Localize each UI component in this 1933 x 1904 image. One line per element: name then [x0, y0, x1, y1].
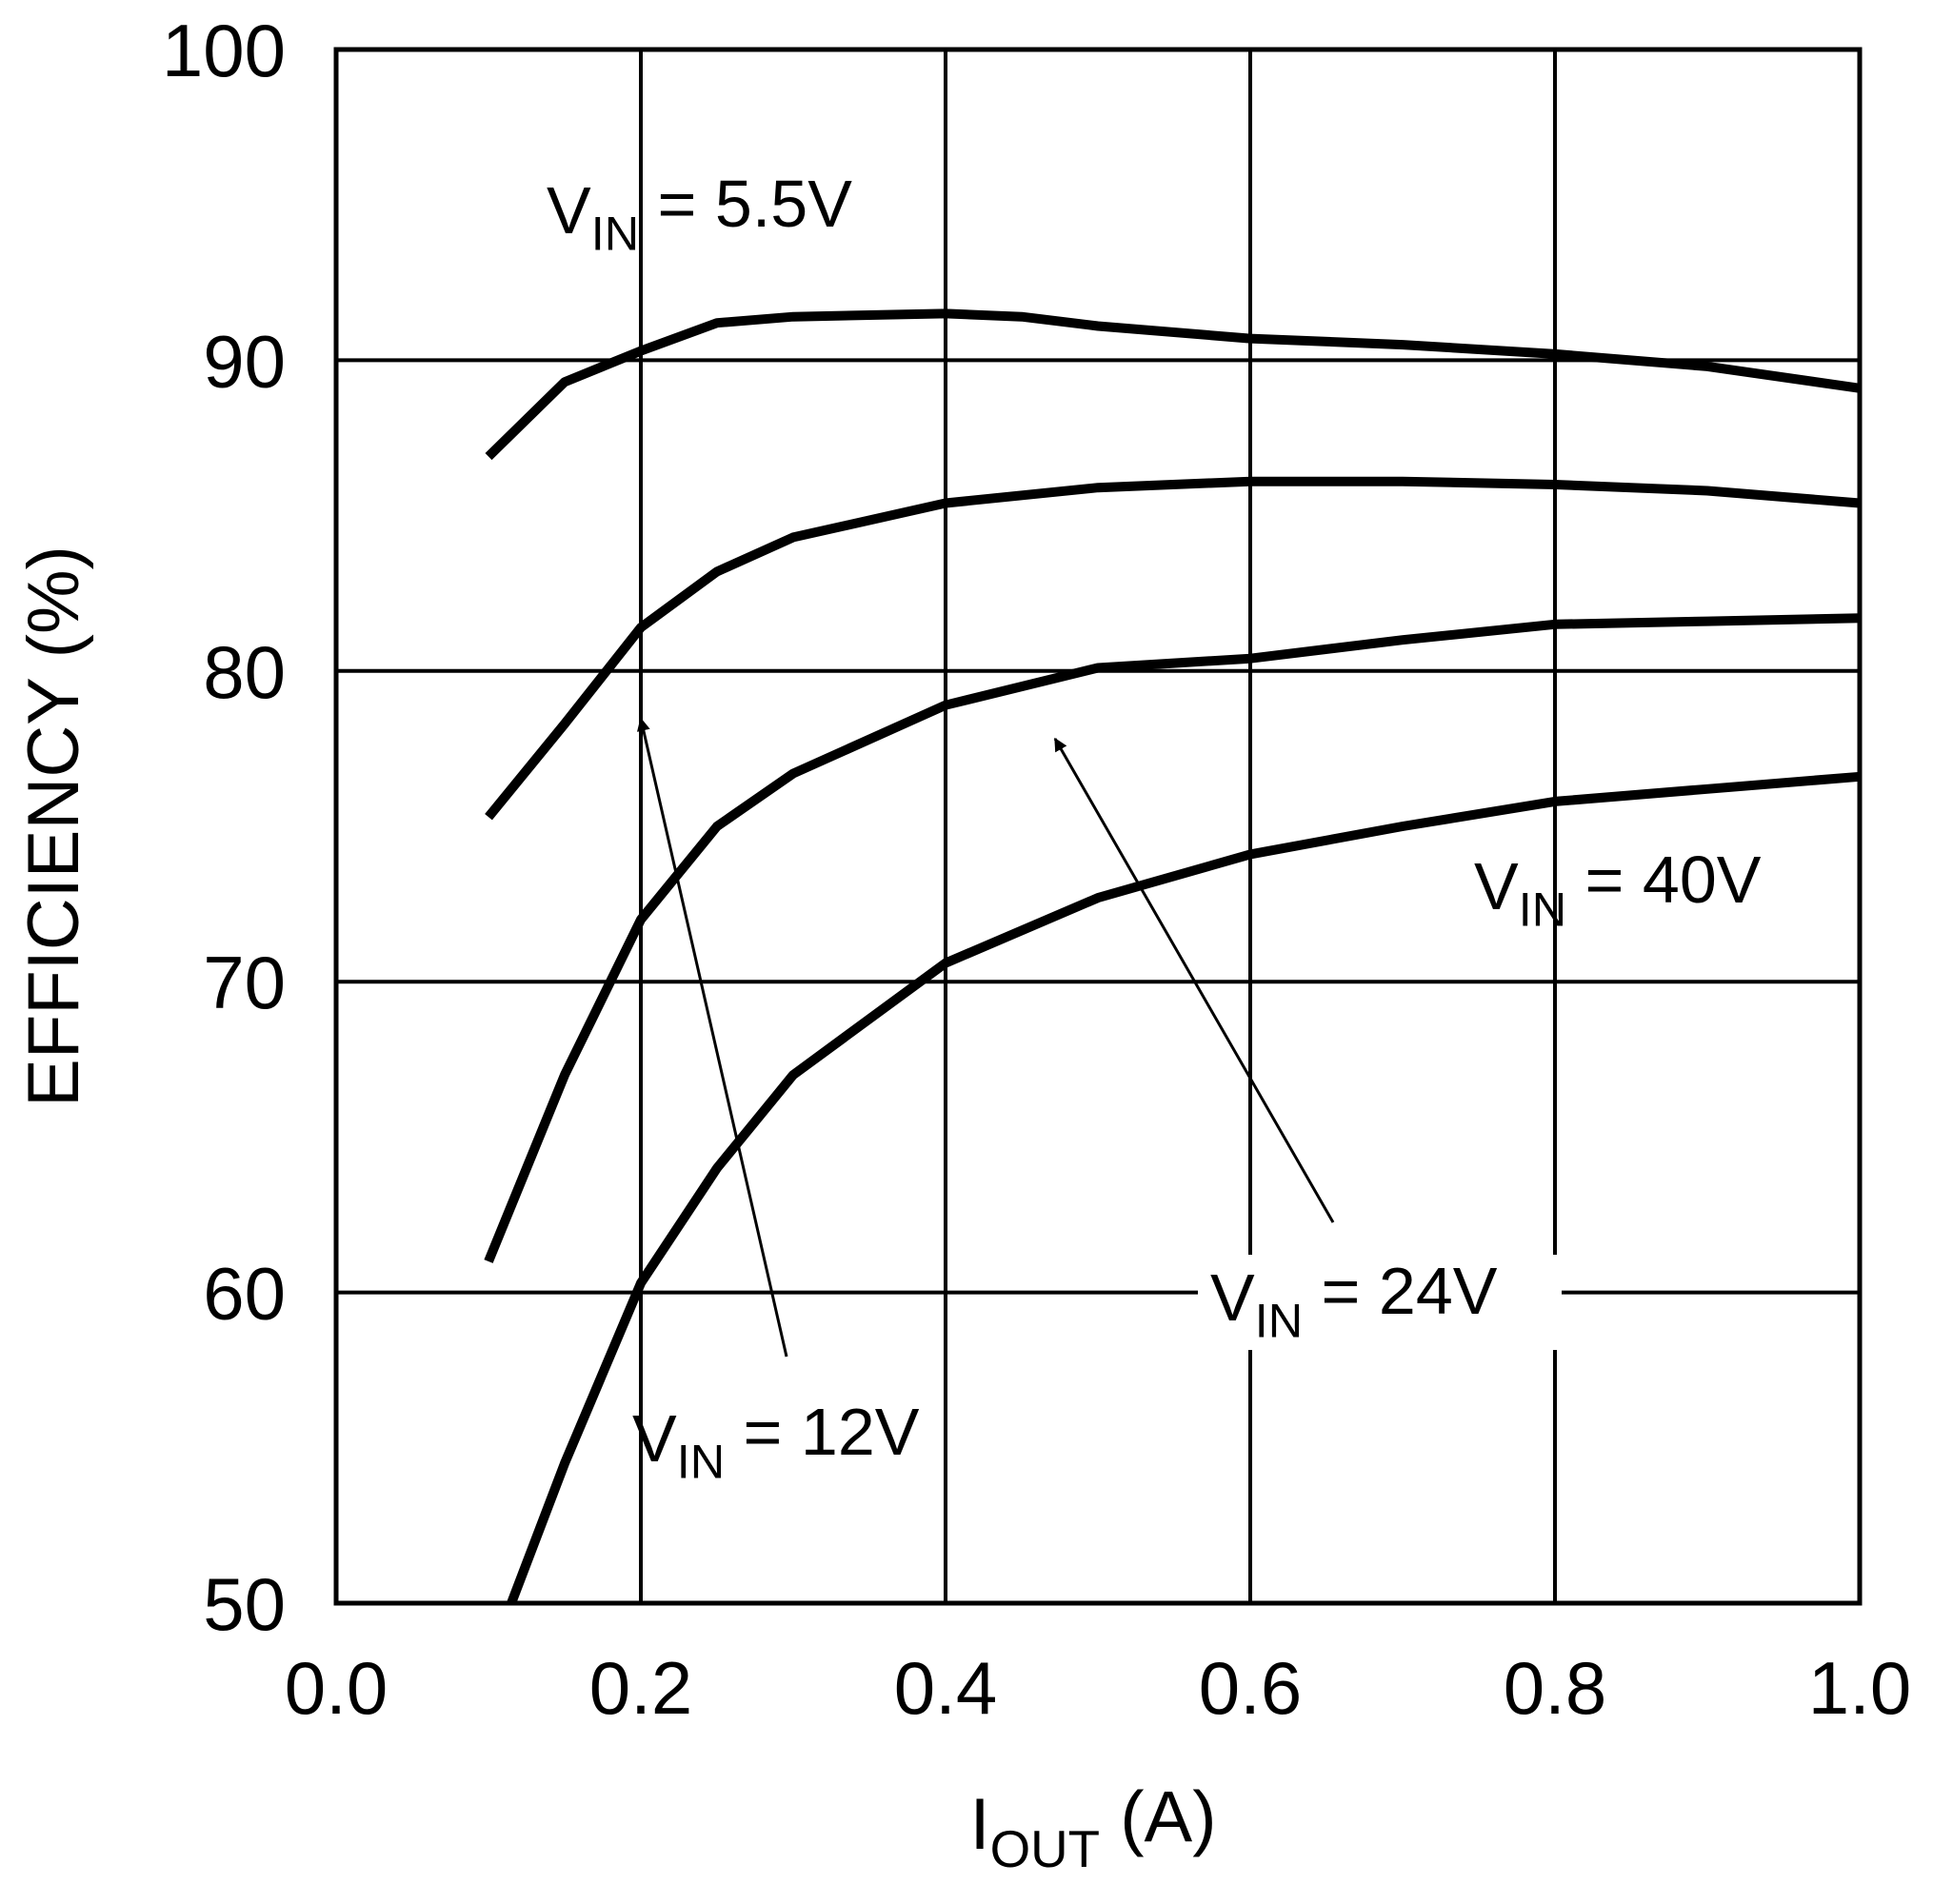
- y-tick-label: 60: [203, 1252, 286, 1336]
- series-label: VIN = 40V: [1474, 843, 1762, 937]
- y-axis-title: EFFICIENCY (%): [13, 545, 94, 1107]
- lines: [484, 308, 1861, 1605]
- series-line: [484, 613, 1861, 1263]
- x-tick-label: 0.6: [1199, 1646, 1302, 1730]
- series-line: [507, 771, 1861, 1605]
- y-tick-label: 90: [203, 319, 286, 403]
- grid: [334, 48, 1862, 1605]
- series-label: VIN = 5.5V: [547, 167, 852, 261]
- x-tick-label: 0.0: [285, 1646, 388, 1730]
- series-label: VIN = 12V: [632, 1395, 920, 1489]
- x-axis-title: IOUT (A): [969, 1777, 1216, 1879]
- series-line: [485, 308, 1861, 461]
- x-tick-label: 1.0: [1808, 1646, 1911, 1730]
- y-tick-label: 70: [203, 941, 286, 1024]
- x-tick-label: 0.8: [1504, 1646, 1606, 1730]
- y-tick-label: 50: [203, 1562, 286, 1646]
- series-label: VIN = 24V: [1210, 1254, 1498, 1348]
- x-tick-label: 0.4: [894, 1646, 997, 1730]
- arrow: [1053, 737, 1335, 1223]
- plot-frame: [333, 47, 1863, 1606]
- series-line: [485, 476, 1861, 821]
- x-tick-label: 0.2: [589, 1646, 692, 1730]
- label-background: [1198, 1255, 1562, 1350]
- arrow: [636, 717, 788, 1358]
- y-tick-label: 80: [203, 630, 286, 714]
- y-tick-label: 100: [162, 9, 286, 92]
